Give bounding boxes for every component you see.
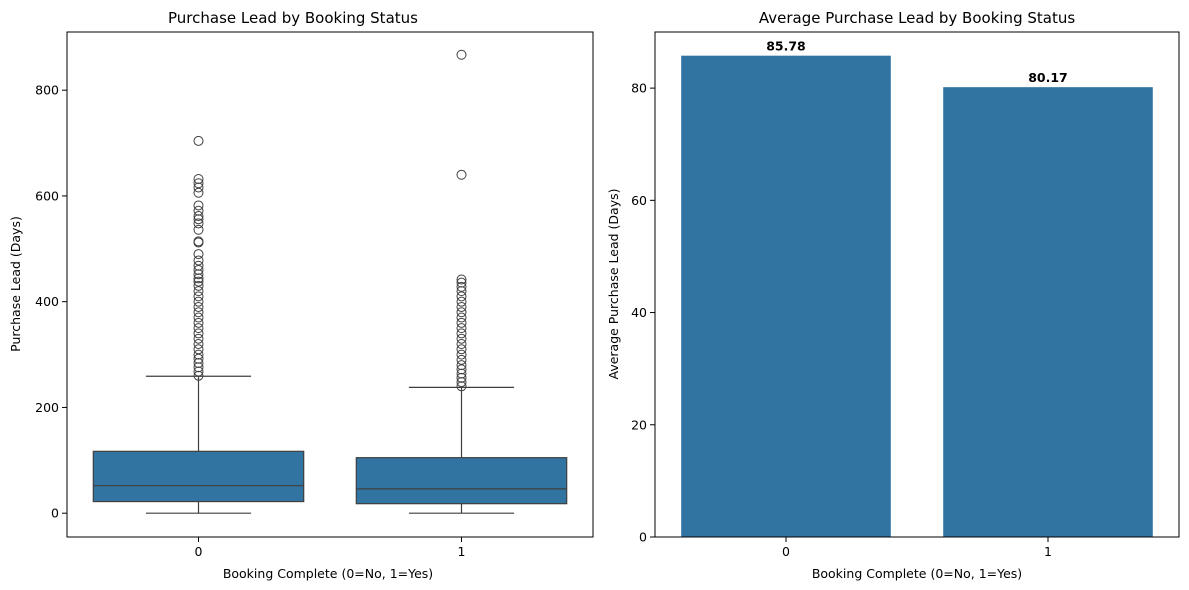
outlier-point [456, 364, 467, 375]
outlier-point [456, 354, 467, 365]
y-tick-label: 600 [35, 188, 59, 203]
y-axis-label: Average Purchase Lead (Days) [606, 189, 621, 380]
outlier-point [193, 255, 204, 266]
outlier-point [456, 372, 467, 383]
outlier-point [193, 187, 204, 198]
outlier-point [193, 200, 204, 211]
outlier-point [456, 291, 467, 302]
x-tick-label: 0 [195, 544, 203, 559]
outlier-point [193, 296, 204, 307]
outlier-point [456, 301, 467, 312]
outlier-point [456, 377, 467, 388]
chart-title: Average Purchase Lead by Booking Status [759, 9, 1075, 27]
y-axis-label: Purchase Lead (Days) [8, 216, 23, 352]
outlier-point [193, 273, 204, 284]
outlier-point [193, 301, 204, 312]
outlier-point [456, 349, 467, 360]
outlier-point [456, 368, 467, 379]
y-tick-label: 400 [35, 294, 59, 309]
iqr-box [92, 450, 305, 503]
plot-area: 0 200 400 600 800 0 1 [35, 31, 594, 559]
outlier-point [456, 281, 467, 292]
outlier-point [456, 360, 467, 371]
outlier-point [193, 362, 204, 373]
outlier-point [456, 344, 467, 355]
outlier-point [193, 236, 204, 247]
outlier-point [456, 317, 467, 328]
outlier-point [456, 328, 467, 339]
outlier-point [193, 249, 204, 260]
outlier-point [193, 312, 204, 323]
y-tick-label: 800 [35, 83, 59, 98]
box-1 [355, 49, 568, 514]
bar-chart: Average Purchase Lead by Booking Status … [606, 9, 1180, 581]
outlier-point [193, 344, 204, 355]
outlier-point [193, 286, 204, 297]
outlier-point [193, 349, 204, 360]
outlier-point [193, 276, 204, 287]
x-axis-label: Booking Complete (0=No, 1=Yes) [812, 566, 1022, 581]
outlier-point [193, 358, 204, 369]
x-tick-label: 1 [1044, 544, 1052, 559]
plot-frame [654, 31, 1180, 538]
outlier-point [193, 205, 204, 216]
outlier-point [193, 366, 204, 377]
y-tick-label: 40 [631, 305, 647, 320]
y-tick-label: 0 [639, 530, 647, 545]
outlier-point [456, 381, 467, 392]
x-tick-label: 0 [782, 544, 790, 559]
data-label: 85.78 [766, 39, 806, 54]
y-tick-label: 60 [631, 193, 647, 208]
plot-area: 85.78 80.17 0 20 40 60 80 0 1 [631, 31, 1180, 559]
bar-0 [681, 55, 891, 537]
outlier-point [193, 182, 204, 193]
outlier-point [193, 317, 204, 328]
outlier-point [193, 211, 204, 222]
outlier-point [456, 277, 467, 288]
outlier-point [456, 169, 467, 180]
x-tick-label: 1 [458, 544, 466, 559]
outlier-point [456, 49, 467, 60]
outlier-point [193, 323, 204, 334]
outlier-point [193, 135, 204, 146]
outlier-point [193, 269, 204, 280]
bar-1 [943, 87, 1153, 537]
outlier-point [193, 328, 204, 339]
outlier-point [193, 333, 204, 344]
outlier-point [193, 370, 204, 381]
outlier-point [193, 174, 204, 185]
outlier-point [456, 333, 467, 344]
outlier-point [456, 296, 467, 307]
box-0 [92, 135, 305, 514]
outlier-point [193, 291, 204, 302]
outlier-point [193, 280, 204, 291]
y-tick-label: 0 [51, 506, 59, 521]
data-label: 80.17 [1028, 70, 1068, 85]
outlier-point [456, 274, 467, 285]
outlier-point [193, 338, 204, 349]
y-tick-label: 200 [35, 400, 59, 415]
outlier-point [193, 264, 204, 275]
outlier-point [456, 323, 467, 334]
outlier-point [456, 307, 467, 318]
outlier-point [193, 224, 204, 235]
chart-title: Purchase Lead by Booking Status [168, 9, 418, 27]
plot-frame [66, 31, 594, 538]
outlier-point [456, 286, 467, 297]
outlier-point [193, 178, 204, 189]
iqr-box [355, 457, 568, 505]
outlier-point [193, 260, 204, 271]
outlier-point [193, 353, 204, 364]
outlier-point [193, 218, 204, 229]
x-axis-label: Booking Complete (0=No, 1=Yes) [223, 566, 433, 581]
y-tick-label: 20 [631, 417, 647, 432]
outlier-point [456, 338, 467, 349]
y-tick-label: 80 [631, 81, 647, 96]
outlier-point [193, 214, 204, 225]
outlier-point [193, 307, 204, 318]
boxplot-chart: Purchase Lead by Booking Status Booking … [8, 9, 594, 581]
outlier-point [456, 312, 467, 323]
